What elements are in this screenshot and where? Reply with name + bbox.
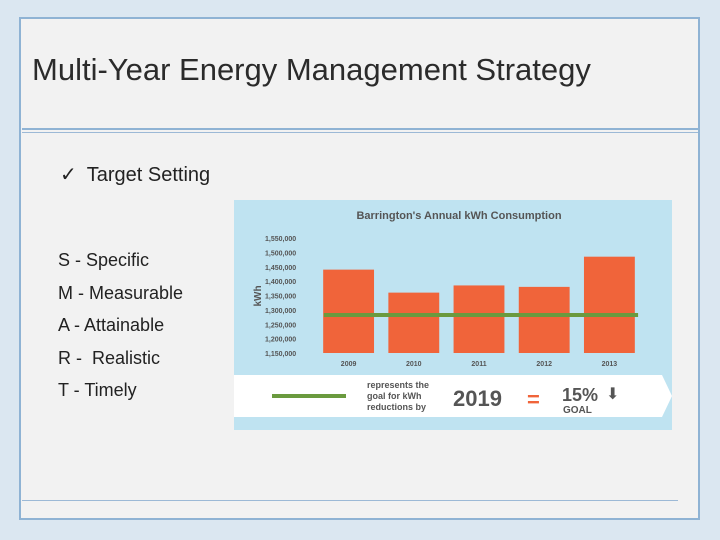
y-tick-label: 1,200,000: [265, 337, 296, 344]
smart-item-m: M - Measurable: [58, 282, 184, 303]
bar-2013: [583, 256, 635, 353]
x-tick-labels: 2009 2010 2011 2012 2013: [341, 361, 617, 368]
x-tick-label: 2012: [536, 361, 552, 368]
bar-2011: [453, 285, 505, 353]
equals-sign: =: [527, 387, 540, 412]
legend-text-1: represents the: [367, 380, 429, 390]
y-tick-labels: 1,550,000 1,500,000 1,450,000 1,400,000 1,35…: [265, 236, 296, 358]
smart-item-a: A - Attainable: [58, 315, 165, 335]
smart-item-s: S - Specific: [58, 250, 150, 270]
title-box: [22, 20, 698, 130]
y-tick-label: 1,400,000: [265, 279, 296, 286]
slide-title: Multi-Year Energy Management Strategy: [32, 52, 591, 87]
bullet-label: Target Setting: [86, 164, 211, 186]
x-tick-label: 2010: [406, 361, 422, 368]
bottom-divider: [22, 500, 678, 501]
y-tick-label: 1,550,000: [265, 236, 296, 243]
bar-2010: [388, 292, 440, 353]
goal-word: GOAL: [563, 405, 592, 416]
y-tick-label: 1,150,000: [265, 351, 296, 358]
goal-percent: 15%: [562, 385, 598, 405]
legend-text-2: goal for kWh: [367, 391, 422, 401]
y-tick-label: 1,450,000: [265, 265, 296, 272]
chart-canvas: Barrington's Annual kWh Consumption kWh …: [234, 210, 672, 417]
bar-2012: [518, 286, 570, 353]
checkmark-icon: ✓: [60, 164, 77, 186]
bar-2009: [323, 269, 375, 353]
bars: [323, 256, 635, 353]
legend-text-3: reductions by: [367, 402, 426, 412]
legend-band: [234, 375, 672, 417]
x-tick-label: 2011: [471, 361, 486, 368]
y-tick-label: 1,350,000: [265, 294, 296, 301]
y-axis-label: kWh: [253, 285, 264, 306]
title-divider: [22, 132, 698, 133]
smart-item-r: R - Realistic: [58, 347, 161, 368]
x-tick-label: 2009: [341, 361, 357, 368]
bullet-target-setting: ✓ Target Setting: [60, 162, 210, 187]
down-arrow-icon: ⬇: [606, 386, 619, 403]
y-tick-label: 1,250,000: [265, 322, 296, 329]
y-tick-label: 1,500,000: [265, 250, 296, 257]
x-tick-label: 2013: [602, 361, 618, 368]
y-tick-label: 1,300,000: [265, 308, 296, 315]
chart-title: Barrington's Annual kWh Consumption: [356, 210, 561, 222]
smart-item-t: T - Timely: [58, 380, 137, 400]
smart-list: S - Specific M - Measurable A - Attainab…: [58, 244, 183, 407]
goal-year: 2019: [453, 386, 502, 411]
kwh-chart: Barrington's Annual kWh Consumption kWh …: [234, 200, 672, 430]
